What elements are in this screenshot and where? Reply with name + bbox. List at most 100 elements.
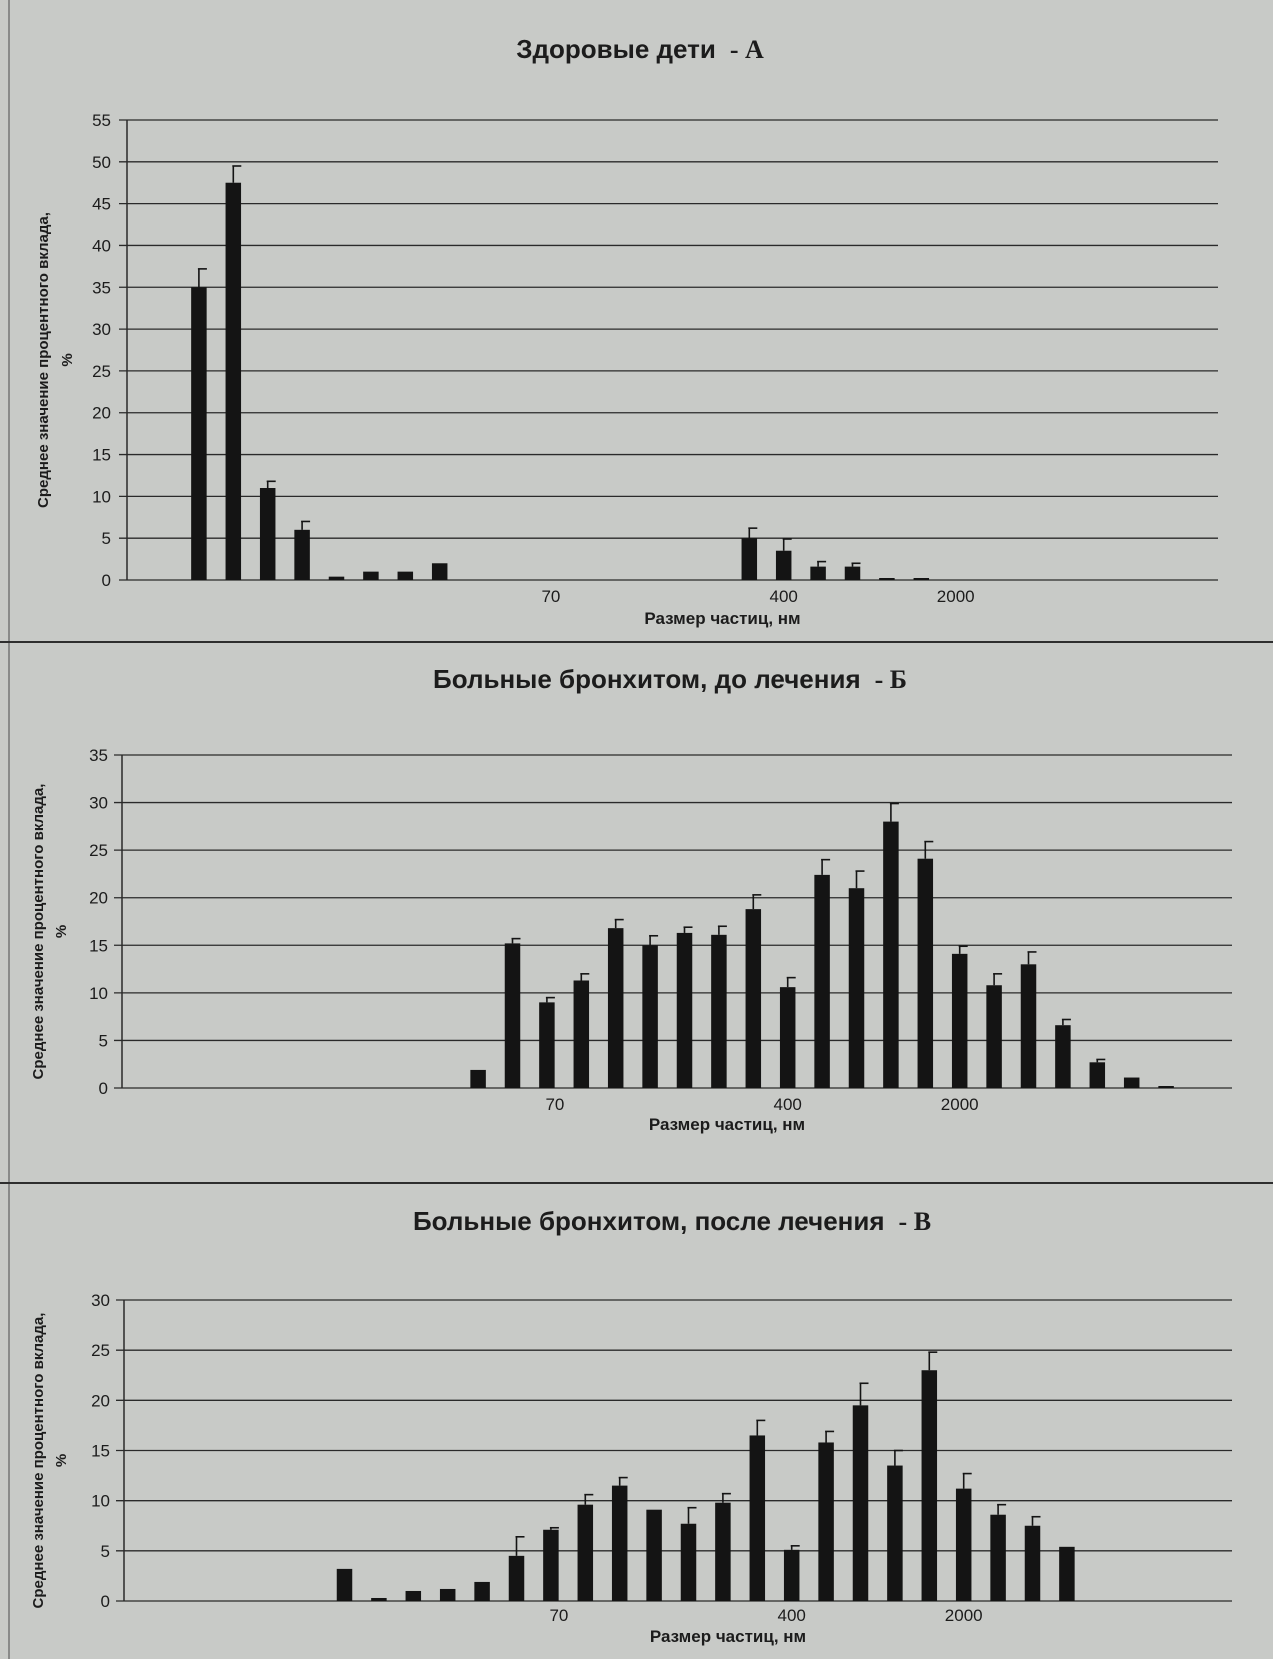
bars xyxy=(336,1351,1075,1601)
y-tick-label: 20 xyxy=(91,1391,110,1410)
gridlines xyxy=(119,119,1218,581)
x-axis-label: Размер частиц, нм xyxy=(644,609,800,628)
y-tick-label: 10 xyxy=(89,984,108,1003)
y-tick-label: 30 xyxy=(89,794,108,813)
bar xyxy=(1020,964,1037,1088)
y-axis-unit: % xyxy=(53,1454,70,1467)
bar xyxy=(646,1509,662,1601)
chart-title-text: Здоровые дети xyxy=(516,34,716,64)
x-axis-label: Размер частиц, нм xyxy=(649,1115,805,1134)
chart-panel-c: Больные бронхитом, после лечения - В 0 5 10 1… xyxy=(0,1184,1273,1659)
panel-divider xyxy=(0,641,1273,643)
gridlines xyxy=(116,1299,1232,1602)
bar xyxy=(883,821,899,1088)
bar xyxy=(913,578,930,580)
y-tick-label: 40 xyxy=(92,236,111,255)
x-tick-label: 70 xyxy=(549,1606,568,1625)
x-tick-label: 2000 xyxy=(937,587,975,606)
y-tick-label: 30 xyxy=(91,1291,110,1310)
bar xyxy=(852,1405,869,1601)
bar xyxy=(405,1590,422,1601)
bar xyxy=(775,550,792,580)
bar xyxy=(879,578,895,580)
bar xyxy=(711,934,727,1088)
bar xyxy=(1158,1086,1174,1088)
y-axis-label: Среднее значение процентного вклада, xyxy=(35,212,52,508)
bar xyxy=(474,1581,490,1601)
bar xyxy=(543,1529,559,1601)
y-tick-label: 20 xyxy=(89,889,108,908)
y-tick-label: 30 xyxy=(92,320,111,339)
bar xyxy=(539,1002,555,1088)
bar xyxy=(917,858,934,1088)
bar xyxy=(504,943,521,1088)
bar xyxy=(573,980,590,1088)
bar xyxy=(1055,1025,1071,1088)
y-tick-label: 35 xyxy=(92,278,111,297)
y-tick-label: 10 xyxy=(92,487,111,506)
x-tick-label: 70 xyxy=(541,587,560,606)
y-tick-label: 20 xyxy=(92,404,111,423)
bars xyxy=(470,802,1174,1088)
y-tick-label: 55 xyxy=(92,111,111,130)
chart-panel-a: Здоровые дети - А 0 5 10 15 20 25 30 35 40 45 50 55 Ср… xyxy=(0,0,1273,641)
bar xyxy=(676,932,693,1088)
y-axis-label: Среднее значение процентного вклада, xyxy=(30,1313,47,1609)
x-tick-label: 400 xyxy=(778,1606,806,1625)
chart-c-svg: Больные бронхитом, после лечения - В 0 5 10 1… xyxy=(30,1206,1232,1646)
bar xyxy=(328,576,345,580)
y-tick-label: 25 xyxy=(92,362,111,381)
chart-title: Больные бронхитом, до лечения - Б xyxy=(433,664,907,694)
y-axis-unit: % xyxy=(53,925,70,938)
chart-a-svg: Здоровые дети - А 0 5 10 15 20 25 30 35 40 45 50 55 Ср… xyxy=(35,34,1218,628)
y-tick-label: 15 xyxy=(91,1442,110,1461)
chart-title-letter: - Б xyxy=(875,665,907,694)
x-tick-label: 400 xyxy=(774,1095,802,1114)
bar xyxy=(397,571,414,580)
bar xyxy=(363,571,379,580)
y-tick-label: 0 xyxy=(102,571,111,590)
y-tick-label: 15 xyxy=(89,936,108,955)
y-tick-label: 10 xyxy=(91,1492,110,1511)
chart-panel-b: Больные бронхитом, до лечения - Б 0 5 10 15 20… xyxy=(0,643,1273,1182)
bar xyxy=(336,1568,353,1601)
bar xyxy=(749,1435,766,1601)
bar xyxy=(951,953,968,1088)
bar xyxy=(715,1502,731,1601)
bar xyxy=(470,1069,486,1088)
y-axis-label: Среднее значение процентного вклада, xyxy=(30,784,47,1080)
y-tick-label: 0 xyxy=(101,1592,110,1611)
bar xyxy=(680,1523,697,1601)
bar xyxy=(577,1504,594,1601)
bar xyxy=(1024,1525,1041,1601)
bar xyxy=(259,488,276,580)
y-axis-unit: % xyxy=(59,353,76,366)
bar xyxy=(955,1488,972,1601)
bar xyxy=(225,182,242,580)
bar xyxy=(887,1465,903,1601)
bar xyxy=(745,909,762,1088)
bar xyxy=(431,563,448,580)
chart-b-svg: Больные бронхитом, до лечения - Б 0 5 10 15 20… xyxy=(30,664,1232,1134)
chart-title-letter: - А xyxy=(730,35,764,64)
bar xyxy=(779,987,796,1088)
gridlines xyxy=(114,754,1232,1089)
y-tick-label: 15 xyxy=(92,446,111,465)
bar xyxy=(814,874,830,1088)
bar xyxy=(1059,1546,1075,1601)
y-tick-label: 25 xyxy=(89,841,108,860)
bar xyxy=(642,945,658,1088)
y-tick-label: 5 xyxy=(99,1031,108,1050)
bar xyxy=(508,1555,525,1601)
bar xyxy=(294,529,310,580)
bar xyxy=(921,1370,938,1601)
chart-title-text: Больные бронхитом, после лечения xyxy=(413,1206,885,1236)
chart-title-text: Больные бронхитом, до лечения xyxy=(433,664,861,694)
bar xyxy=(1123,1077,1140,1088)
x-tick-label: 2000 xyxy=(945,1606,983,1625)
bar xyxy=(611,1485,628,1601)
chart-title: Здоровые дети - А xyxy=(516,34,764,64)
bar xyxy=(371,1597,387,1601)
panel-divider xyxy=(0,1182,1273,1184)
